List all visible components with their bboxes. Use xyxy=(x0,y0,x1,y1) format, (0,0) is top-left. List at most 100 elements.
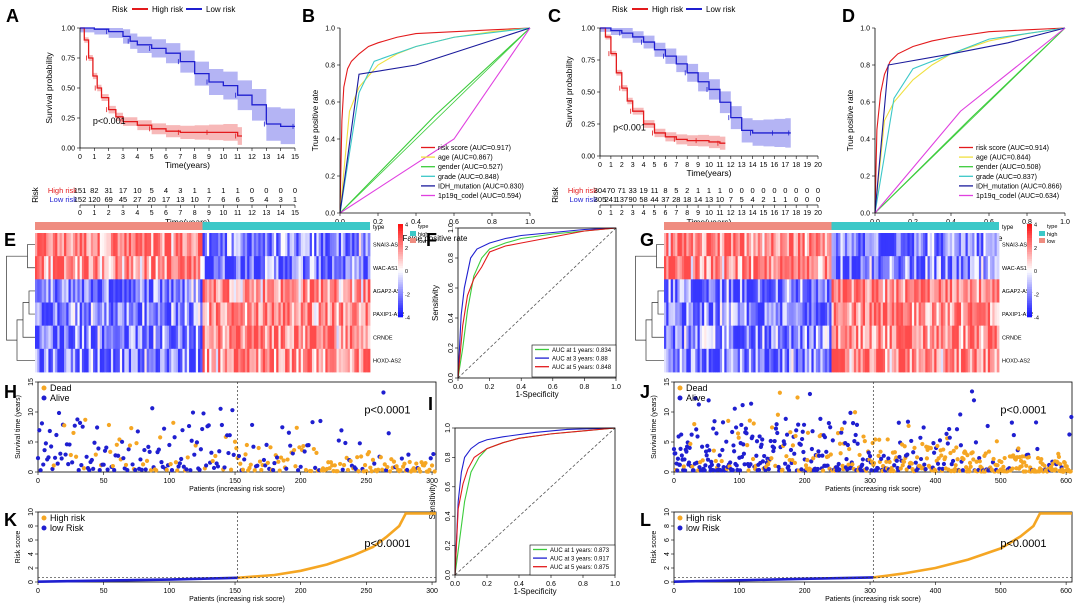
alive-patient-point xyxy=(302,449,307,454)
alive-patient-point xyxy=(717,453,722,458)
alive-patient-point xyxy=(742,462,747,467)
x-tick-label: 0.6 xyxy=(449,219,459,226)
annotation-bar-high xyxy=(35,222,203,230)
heatmap-cell xyxy=(278,279,282,303)
alive-patient-point xyxy=(809,459,814,464)
heatmap-cell xyxy=(985,233,989,257)
heatmap-cell xyxy=(925,233,928,257)
heatmap-cell xyxy=(200,233,203,257)
heatmap-cell xyxy=(102,302,105,327)
heatmap-cell xyxy=(882,233,886,257)
alive-patient-point xyxy=(842,420,847,425)
heatmap-cell xyxy=(215,302,219,327)
heatmap-cell xyxy=(345,256,349,280)
alive-patient-point xyxy=(839,430,844,435)
risk-table-count: 10 xyxy=(133,186,141,195)
dead-patient-point xyxy=(769,456,774,461)
heatmap-cell xyxy=(940,279,944,303)
heatmap-cell xyxy=(193,256,197,280)
heatmap-cell xyxy=(224,348,228,373)
alive-patient-point xyxy=(945,441,950,446)
alive-patient-point xyxy=(209,450,214,455)
x-tick-label: 100 xyxy=(734,478,746,485)
y-tick-label: 15 xyxy=(28,378,35,386)
heatmap-cell xyxy=(902,233,906,257)
heatmap-cell xyxy=(887,233,890,257)
alive-patient-point xyxy=(700,444,705,449)
dead-patient-point xyxy=(904,467,909,472)
panel-letter-I: I xyxy=(428,394,433,414)
heatmap-cell xyxy=(701,325,705,350)
heatmap-cell xyxy=(724,325,727,350)
heatmap-cell xyxy=(238,279,241,303)
low-risk-survival-curve xyxy=(80,27,295,128)
heatmap-cell xyxy=(697,233,701,257)
heatmap-cell xyxy=(916,279,919,303)
heatmap-cell xyxy=(990,279,993,303)
heatmap-cell xyxy=(746,233,750,257)
heatmap-cell xyxy=(160,256,163,280)
heatmap-cell xyxy=(766,233,770,257)
heatmap-cell xyxy=(133,302,136,327)
alive-patient-point xyxy=(686,460,692,465)
heatmap-cell xyxy=(961,279,964,303)
heatmap-cell xyxy=(838,233,841,257)
x-tick-label: 19 xyxy=(803,162,811,169)
alive-patient-point xyxy=(782,441,787,447)
heatmap-cell xyxy=(871,302,875,327)
alive-patient-point xyxy=(290,451,295,456)
heatmap-cell xyxy=(840,279,844,303)
heatmap-cell xyxy=(840,348,844,373)
heatmap-cell xyxy=(336,233,340,257)
y-tick-label: 6 xyxy=(28,538,35,542)
legend-label: risk score (AUC=0.917) xyxy=(438,145,511,152)
color-scale-step xyxy=(1027,314,1032,318)
alive-patient-point xyxy=(135,429,140,434)
color-scale-label: -2 xyxy=(405,292,410,298)
heatmap-cell xyxy=(829,233,832,257)
heatmap-cell xyxy=(115,325,119,350)
heatmap-cell xyxy=(209,348,212,373)
dead-patient-point xyxy=(327,466,332,471)
heatmap-cell xyxy=(827,348,830,373)
heatmap-cell xyxy=(708,256,712,280)
color-scale-step xyxy=(1027,256,1032,260)
heatmap-cell xyxy=(157,279,161,303)
dead-patient-point xyxy=(885,437,890,442)
heatmap-cell xyxy=(291,302,295,327)
heatmap-cell xyxy=(314,325,317,350)
alive-patient-point xyxy=(58,451,63,456)
heatmap-cell xyxy=(755,256,759,280)
risk-table-tick-label: 9 xyxy=(696,210,700,217)
heatmap-cell xyxy=(249,302,253,327)
heatmap-cell xyxy=(697,348,701,373)
dead-patient-point xyxy=(359,454,364,459)
heatmap-cell xyxy=(84,348,87,373)
heatmap-cell xyxy=(133,279,136,303)
heatmap-cell xyxy=(282,233,286,257)
panel-letter-G: G xyxy=(640,230,654,250)
alive-patient-point xyxy=(673,451,678,456)
y-tick-label: 0.0 xyxy=(445,570,452,580)
heatmap-cell xyxy=(171,348,174,373)
heatmap-cell xyxy=(200,325,203,350)
dead-patient-point xyxy=(385,464,390,470)
heatmap-cell xyxy=(191,256,194,280)
heatmap-cell xyxy=(961,325,964,350)
color-scale-step xyxy=(1027,233,1032,236)
heatmap-cell xyxy=(668,233,672,257)
heatmap-cell xyxy=(204,233,208,257)
y-tick-label: 10 xyxy=(664,508,671,516)
heatmap-cell xyxy=(305,348,308,373)
heatmap-cell xyxy=(920,256,924,280)
heatmap-cell xyxy=(253,279,257,303)
heatmap-cell xyxy=(249,325,253,350)
dead-patient-point xyxy=(144,458,150,463)
heatmap-cell xyxy=(43,279,47,303)
alive-patient-point xyxy=(284,466,289,471)
alive-patient-point xyxy=(771,445,777,450)
x-tick-label: 0.2 xyxy=(482,581,492,588)
heatmap-cell xyxy=(744,348,748,373)
heatmap-cell xyxy=(704,233,707,257)
heatmap-cell xyxy=(338,279,342,303)
